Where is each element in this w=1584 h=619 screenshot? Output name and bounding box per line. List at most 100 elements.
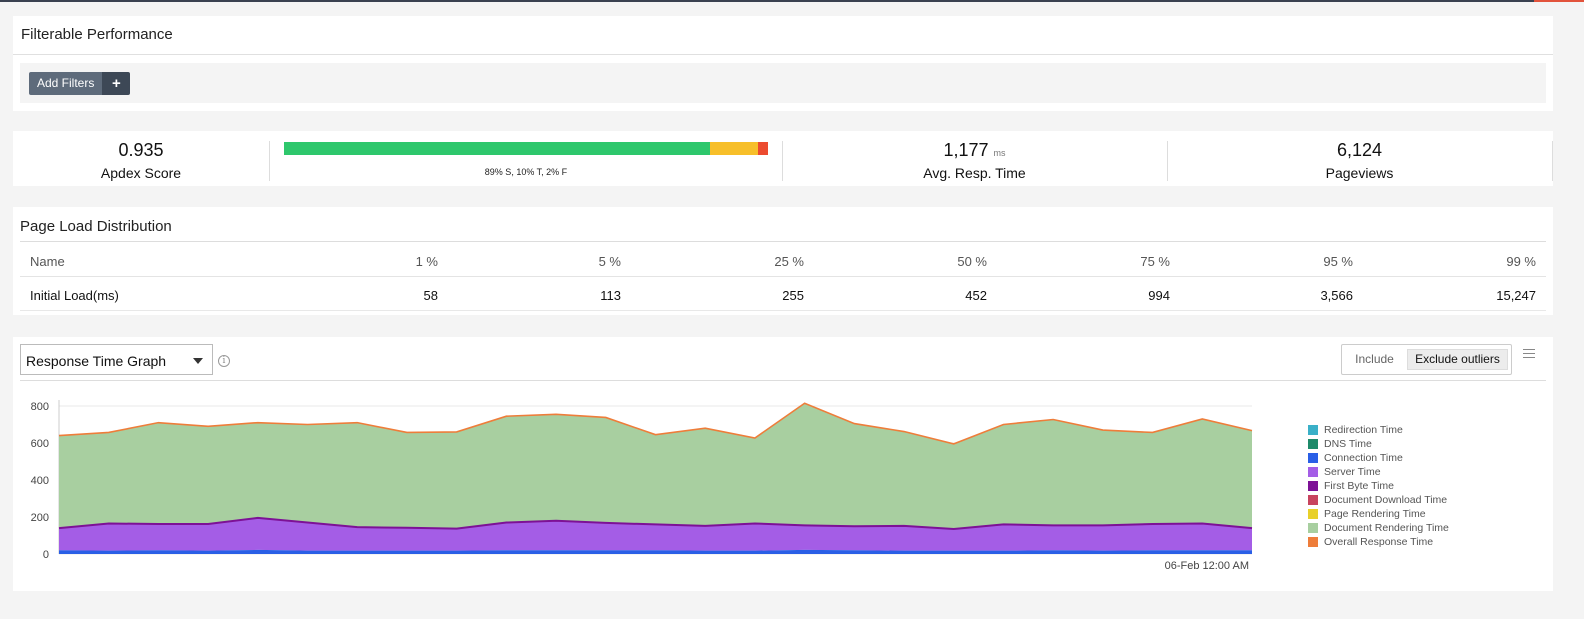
plus-icon: + [102, 72, 131, 95]
y-tick-label: 0 [43, 549, 49, 561]
legend-item[interactable]: Page Rendering Time [1308, 507, 1449, 521]
column-header: Name [30, 254, 65, 269]
overall-response-line [58, 402, 1253, 445]
table-cell: 113 [600, 288, 621, 303]
server-time-area [59, 517, 1252, 551]
divider [1552, 141, 1553, 181]
add-filters-button[interactable]: Add Filters + [29, 72, 131, 95]
avg-resp-metric: 1,177 ms Avg. Resp. Time [782, 131, 1167, 186]
frustrated-segment [758, 142, 768, 155]
table-cell: 3,566 [1320, 288, 1353, 303]
response-time-chart: 0 200 400 600 800 06-Feb 12:00 AM [31, 400, 1253, 572]
legend-label: Server Time [1324, 466, 1381, 478]
pageviews-label: Pageviews [1325, 165, 1394, 181]
legend-item[interactable]: Server Time [1308, 465, 1449, 479]
column-header: 50 % [957, 254, 987, 269]
outlier-toggle: Include Exclude outliers [1341, 344, 1512, 375]
column-header: 95 % [1323, 254, 1353, 269]
legend-label: DNS Time [1324, 438, 1372, 450]
exclude-outliers-button[interactable]: Exclude outliers [1407, 349, 1508, 370]
legend-item[interactable]: Connection Time [1308, 451, 1449, 465]
document-rendering-area [59, 403, 1252, 530]
legend-swatch [1308, 523, 1318, 533]
apdex-breakdown-caption: 89% S, 10% T, 2% F [484, 167, 568, 177]
chevron-down-icon [193, 358, 203, 364]
legend-label: First Byte Time [1324, 480, 1395, 492]
satisfied-segment [284, 142, 711, 155]
legend-label: Overall Response Time [1324, 536, 1434, 548]
hamburger-menu-icon[interactable] [1523, 349, 1535, 361]
divider [269, 141, 270, 181]
chart-legend: Redirection Time DNS Time Connection Time S… [1308, 423, 1449, 549]
legend-label: Connection Time [1324, 452, 1403, 464]
legend-item[interactable]: Overall Response Time [1308, 535, 1449, 549]
graph-type-value: Response Time Graph [26, 353, 167, 369]
apdex-score-value: 0.935 [118, 140, 164, 160]
avg-resp-unit: ms [993, 148, 1006, 158]
legend-item[interactable]: Document Download Time [1308, 493, 1449, 507]
apdex-metric: 0.935 Apdex Score [13, 131, 269, 186]
legend-label: Document Download Time [1324, 494, 1448, 506]
distribution-panel: Page Load Distribution Name 1 % 5 % 25 %… [13, 207, 1553, 315]
pageviews-value: 6,124 [1336, 140, 1383, 160]
legend-swatch [1308, 495, 1318, 505]
divider [13, 54, 1553, 55]
include-outliers-button[interactable]: Include [1355, 352, 1394, 366]
divider [20, 380, 1546, 381]
legend-item[interactable]: Document Rendering Time [1308, 521, 1449, 535]
legend-label: Redirection Time [1324, 424, 1403, 436]
top-accent-red [1534, 0, 1584, 2]
x-tick-label: 06-Feb 12:00 AM [1165, 560, 1249, 572]
panel-title: Page Load Distribution [20, 218, 172, 235]
avg-resp-value: 1,177 [943, 140, 989, 160]
table-cell: 58 [423, 288, 438, 303]
graph-type-select[interactable]: Response Time Graph [20, 344, 213, 375]
legend-swatch [1308, 453, 1318, 463]
legend-swatch [1308, 467, 1318, 477]
connection-time-area [59, 549, 1252, 554]
table-header: Name 1 % 5 % 25 % 50 % 75 % 95 % 99 % [20, 243, 1546, 277]
divider [20, 241, 1546, 242]
panel-title: Filterable Performance [21, 26, 173, 43]
legend-item[interactable]: Redirection Time [1308, 423, 1449, 437]
column-header: 1 % [415, 254, 438, 269]
legend-item[interactable]: First Byte Time [1308, 479, 1449, 493]
table-cell: 15,247 [1496, 288, 1536, 303]
legend-item[interactable]: DNS Time [1308, 437, 1449, 451]
legend-swatch [1308, 439, 1318, 449]
apdex-breakdown-bar [284, 142, 768, 155]
column-header: 75 % [1140, 254, 1170, 269]
info-icon[interactable]: i [218, 355, 230, 367]
graph-panel: Response Time Graph i Include Exclude ou… [13, 337, 1553, 591]
top-accent-line [0, 0, 1584, 2]
first-byte-line [58, 516, 1253, 531]
filter-bar: Add Filters + [20, 63, 1546, 103]
column-header: 25 % [774, 254, 804, 269]
metrics-panel: 0.935 Apdex Score 89% S, 10% T, 2% F 1,1… [13, 131, 1553, 186]
table-row: Initial Load(ms) 58 113 255 452 994 3,56… [20, 277, 1546, 311]
avg-resp-label: Avg. Resp. Time [923, 165, 1026, 181]
legend-label: Document Rendering Time [1324, 522, 1449, 534]
legend-swatch [1308, 481, 1318, 491]
apdex-score-label: Apdex Score [100, 165, 182, 181]
y-tick-label: 600 [31, 438, 49, 450]
legend-swatch [1308, 537, 1318, 547]
table-cell: 452 [965, 288, 987, 303]
divider [1167, 141, 1168, 181]
table-cell: 994 [1148, 288, 1170, 303]
table-cell: Initial Load(ms) [30, 288, 119, 303]
add-filters-label: Add Filters [29, 72, 103, 95]
legend-label: Page Rendering Time [1324, 508, 1426, 520]
tolerating-segment [710, 142, 759, 155]
y-tick-label: 800 [31, 401, 49, 413]
pageviews-metric: 6,124 Pageviews [1167, 131, 1552, 186]
column-header: 99 % [1506, 254, 1536, 269]
legend-swatch [1308, 425, 1318, 435]
y-tick-label: 200 [31, 512, 49, 524]
column-header: 5 % [598, 254, 621, 269]
divider [782, 141, 783, 181]
filter-panel: Filterable Performance Add Filters + [13, 16, 1553, 111]
table-cell: 255 [782, 288, 804, 303]
y-tick-label: 400 [31, 475, 49, 487]
legend-swatch [1308, 509, 1318, 519]
